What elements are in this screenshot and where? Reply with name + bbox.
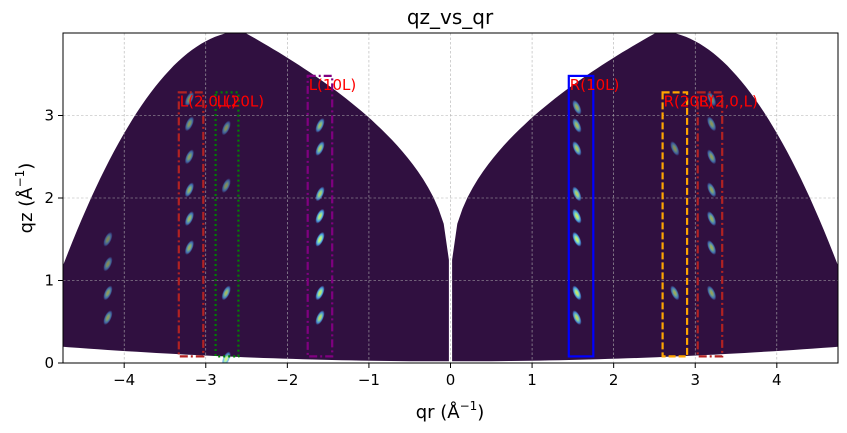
grid-lines	[63, 33, 838, 363]
roi-box	[177, 91, 205, 358]
diffraction-spot	[572, 141, 582, 156]
diffraction-spot	[572, 186, 582, 202]
diffraction-spot	[315, 186, 325, 202]
roi-boxes	[177, 74, 724, 358]
diffraction-spot	[315, 141, 325, 156]
y-tick-label: 2	[44, 189, 54, 207]
diffraction-spots	[103, 91, 717, 363]
diffraction-spot	[315, 310, 325, 325]
detector-wedge-left	[63, 33, 449, 362]
diffraction-spot	[184, 91, 195, 107]
x-tick-label: 4	[772, 371, 782, 389]
diffraction-spot	[221, 285, 231, 301]
diffraction-spot	[103, 310, 113, 325]
diffraction-spot	[103, 231, 113, 247]
diffraction-spot	[572, 208, 582, 224]
y-tick-label: 3	[44, 107, 54, 125]
diffraction-spot	[315, 208, 325, 224]
x-tick-label: −3	[195, 371, 217, 389]
roi-label: R(10L)	[570, 76, 620, 94]
diffraction-spot	[706, 240, 717, 255]
x-tick-label: −2	[276, 371, 298, 389]
diffraction-spot	[184, 116, 195, 132]
roi-label: L(10L)	[309, 76, 357, 94]
diffraction-spot	[221, 120, 231, 136]
diffraction-spot	[572, 285, 582, 301]
diffraction-spot	[221, 178, 231, 193]
diffraction-spot	[103, 256, 113, 272]
x-axis-label: qr (Å−1)	[416, 399, 485, 423]
roi-label: L(20L)	[217, 92, 265, 110]
diffraction-spot	[572, 118, 582, 133]
x-tick-label: −1	[358, 371, 380, 389]
roi-labels: L(2,0,L)L(20L) L(10L) R(10L) R(20L)R(2,0,L)	[180, 76, 758, 111]
y-tick-label: 1	[44, 272, 54, 290]
diffraction-spot	[184, 240, 195, 255]
x-tick-label: 1	[527, 371, 537, 389]
detector-wedge-right	[452, 33, 838, 362]
diffraction-spot	[315, 285, 325, 301]
diffraction-spot	[315, 231, 325, 247]
roi-label: L(2,0,L)	[180, 92, 237, 110]
diffraction-spot	[103, 285, 113, 301]
x-tick-label: 3	[690, 371, 700, 389]
roi-label: R(20L)	[664, 92, 714, 110]
roi-box	[214, 91, 240, 358]
x-tick-label: 2	[609, 371, 619, 389]
y-axis-ticks: 0 1 2 3	[44, 107, 63, 372]
diffraction-spot	[572, 231, 582, 247]
y-axis-label: qz (Å−1)	[13, 163, 37, 234]
diffraction-spot	[706, 91, 717, 107]
diffraction-spot	[706, 182, 717, 198]
diffraction-spot	[706, 116, 717, 132]
roi-box	[696, 91, 724, 358]
x-tick-label: 0	[446, 371, 456, 389]
diffraction-spot	[572, 99, 582, 115]
diffraction-spot	[706, 285, 717, 301]
roi-box	[567, 74, 595, 358]
diffraction-spot	[184, 149, 195, 165]
diffraction-spot	[670, 141, 680, 156]
roi-box	[661, 91, 689, 358]
chart-title: qz_vs_qr	[407, 5, 494, 29]
diffraction-spot	[315, 118, 325, 133]
diffraction-spot	[184, 211, 195, 226]
roi-label: R(2,0,L)	[699, 92, 758, 110]
x-axis-ticks: −4 −3 −2 −1 0 1 2 3 4	[113, 363, 782, 389]
diffraction-spot	[706, 149, 717, 165]
roi-box	[306, 74, 334, 358]
plot-area	[63, 33, 838, 363]
y-tick-label: 0	[44, 354, 54, 372]
diffraction-spot	[706, 211, 717, 226]
x-tick-label: −4	[113, 371, 135, 389]
diffraction-spot	[670, 285, 680, 301]
diffraction-spot	[572, 310, 582, 325]
diffraction-spot	[184, 182, 195, 198]
